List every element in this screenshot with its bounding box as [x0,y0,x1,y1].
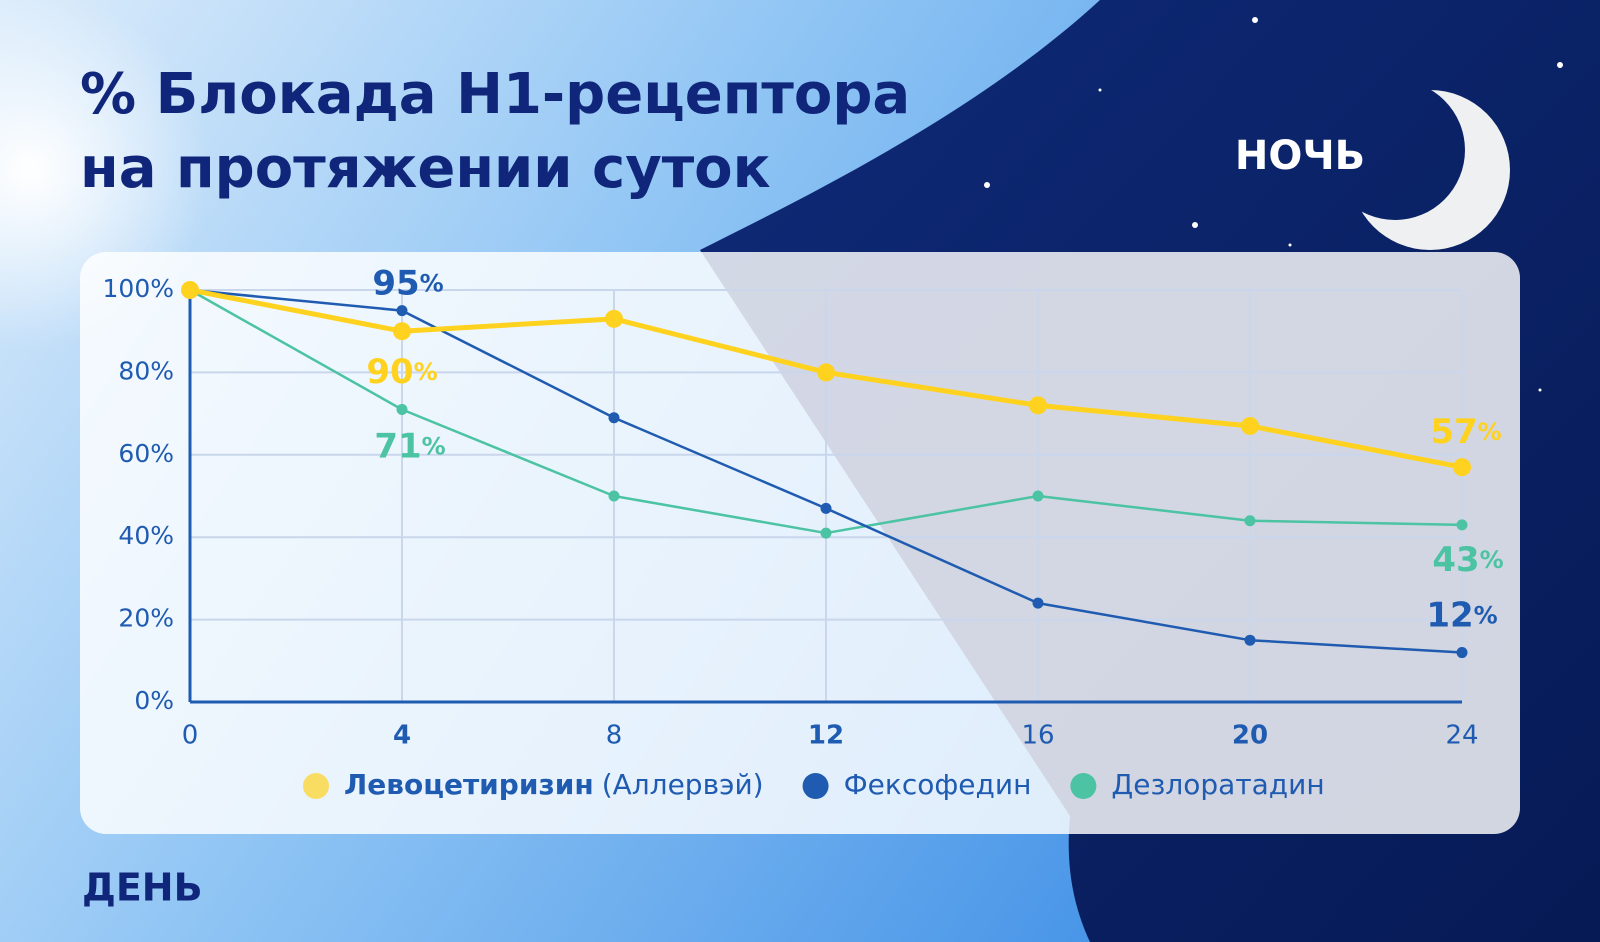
data-point [1032,597,1044,609]
plot: 0% 20% 40% 60% 80% 100% 0 4 8 12 16 20 24 90% 57% 95% 12… [103,263,1504,801]
data-point [1029,396,1047,415]
stars [984,17,1563,392]
x-tick-label: 8 [606,721,623,751]
legend-note: (Аллервэй) [602,768,764,801]
y-tick-label: 20% [118,604,174,633]
data-point [1244,515,1256,527]
data-point [396,403,408,415]
data-point [1456,647,1468,659]
data-label: 12% [1426,595,1497,635]
data-point [1241,416,1259,435]
night-label: НОЧЬ [1235,133,1365,179]
x-tick-label: 4 [393,721,411,751]
data-label: 43% [1432,539,1503,579]
legend-label: Дезлоратадин [1111,768,1324,801]
data-point [396,305,408,317]
x-tick-label: 0 [182,721,199,751]
legend-label: Фексофедин [844,768,1032,801]
data-point [1453,458,1471,477]
y-tick-label: 100% [103,274,174,303]
data-point [605,309,623,328]
data-label: 90% [366,352,437,392]
legend-swatch [802,773,829,799]
data-point [608,490,620,502]
data-point [820,527,832,539]
data-point [1456,519,1468,531]
data-point [181,281,199,299]
data-point [1244,634,1256,646]
y-tick-label: 80% [118,356,174,385]
data-point [393,322,411,341]
legend-swatch [303,773,329,799]
x-tick-label: 12 [808,721,844,751]
x-tick-label: 20 [1232,721,1268,751]
legend-swatch [1070,773,1097,799]
x-tick-label: 16 [1021,721,1054,751]
moon [1350,90,1510,250]
data-label: 95% [372,263,443,303]
y-tick-label: 40% [118,521,174,550]
data-point [817,363,835,382]
title-line: на протяжении суток [80,136,771,201]
data-label: 57% [1430,412,1501,452]
title-line: % Блокада Н1-рецептора [80,62,910,127]
data-point [608,412,620,424]
x-tick-label: 24 [1445,721,1478,751]
y-tick-label: 60% [118,439,174,468]
chart-card [80,252,1520,834]
legend-label: Левоцетиризин [344,768,594,801]
y-tick-label: 0% [134,686,174,715]
data-point [820,502,832,514]
data-point [1032,490,1044,502]
day-label: ДЕНЬ [82,866,203,910]
data-label: 71% [374,426,445,466]
